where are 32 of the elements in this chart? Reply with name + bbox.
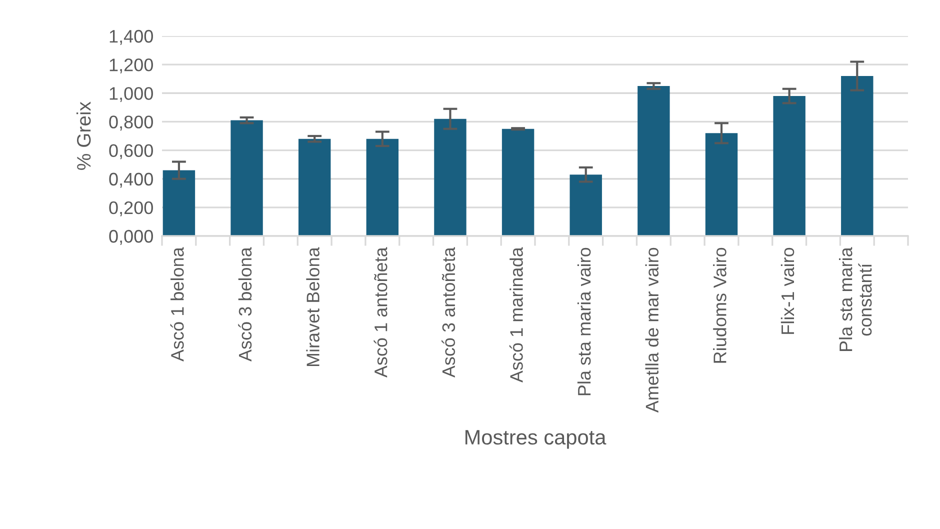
y-tick-label: 0,000 <box>109 230 153 245</box>
x-tick-label: Riudoms Vairo <box>713 248 726 363</box>
bar <box>366 138 399 236</box>
x-tick-label: Ascó 1 marinada <box>509 247 523 383</box>
bar <box>638 86 670 236</box>
bar <box>502 128 534 236</box>
x-tick-label: Ascó 1 belona <box>170 247 184 362</box>
bar <box>230 120 263 236</box>
y-tick-label: 0,200 <box>109 201 153 216</box>
bar <box>434 118 466 236</box>
x-tick-label: Flix-1 vairo <box>780 248 794 334</box>
bar <box>570 174 602 236</box>
x-tick-label: Ametlla de mar vairo <box>645 248 659 413</box>
bar <box>705 133 738 236</box>
bar <box>841 76 874 236</box>
y-tick-label: 1,200 <box>110 58 153 74</box>
x-tick-label: Pla sta maria constantí <box>838 247 872 351</box>
bar <box>298 138 331 236</box>
x-tick-label: Ascó 3 belona <box>238 247 252 362</box>
x-tick-label: Miravet Belona <box>306 247 320 366</box>
x-tick-label: Pla sta maria vairo <box>577 248 591 396</box>
bar <box>773 96 806 236</box>
x-axis-title: Mostres capota <box>466 430 606 449</box>
y-tick-label: 0,600 <box>109 144 153 160</box>
y-tick-label: 0,800 <box>109 116 153 131</box>
bar <box>162 170 196 236</box>
y-tick-label: 1,000 <box>110 87 153 102</box>
y-tick-label: 1,400 <box>110 30 153 45</box>
x-tick-label: Ascó 3 antoñeta <box>442 247 456 378</box>
x-tick-label: Ascó 1 antoñeta <box>374 247 388 378</box>
y-axis-title: % Greix <box>76 102 91 170</box>
y-tick-label: 0,400 <box>109 172 153 188</box>
